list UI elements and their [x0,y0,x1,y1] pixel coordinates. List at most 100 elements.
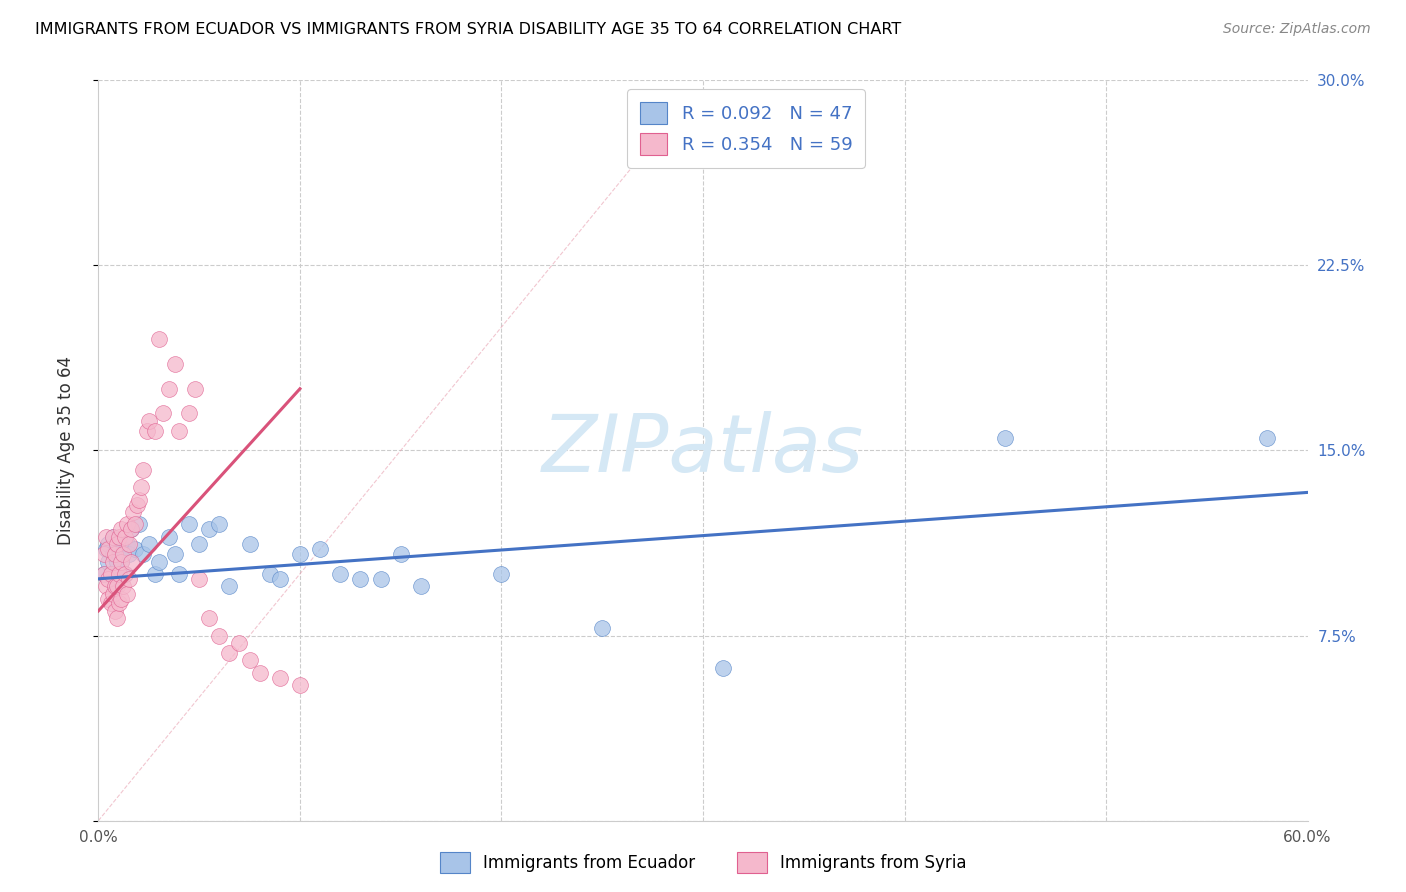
Point [97,555,120,569]
Point [120,523,142,537]
Point [103,604,125,618]
Point [107,597,129,611]
Point [370,572,392,586]
Point [118,537,141,551]
Point [591,621,613,635]
Point [269,572,291,586]
Point [188,537,211,551]
Y-axis label: Disability Age 35 to 64: Disability Age 35 to 64 [56,356,75,545]
Point [389,547,412,561]
Legend: Immigrants from Ecuador, Immigrants from Syria: Immigrants from Ecuador, Immigrants from… [433,846,973,880]
Point [93,566,115,581]
Point [249,665,271,680]
Point [128,492,150,507]
Point [103,579,125,593]
Point [198,611,221,625]
Text: Source: ZipAtlas.com: Source: ZipAtlas.com [1223,22,1371,37]
Point [107,566,129,581]
Point [239,653,262,667]
Point [93,566,115,581]
Point [138,414,160,428]
Point [111,579,134,593]
Point [188,572,211,586]
Point [111,542,134,557]
Point [143,424,166,438]
Point [198,523,221,537]
Point [97,572,120,586]
Point [96,579,118,593]
Point [100,566,122,581]
Point [114,530,136,544]
Point [110,555,132,569]
Point [167,424,190,438]
Point [114,566,136,581]
Point [97,591,120,606]
Point [115,537,138,551]
Point [105,611,128,625]
Point [115,586,138,600]
Point [132,547,155,561]
Point [107,566,129,581]
Point [179,517,201,532]
Point [184,382,207,396]
Point [208,517,231,532]
Point [96,530,118,544]
Point [143,566,166,581]
Point [97,542,120,557]
Point [167,566,190,581]
Point [152,407,174,421]
Point [1256,431,1278,445]
Point [163,547,186,561]
Legend: R = 0.092   N = 47, R = 0.354   N = 59: R = 0.092 N = 47, R = 0.354 N = 59 [627,89,865,168]
Point [101,555,124,569]
Point [111,547,134,561]
Point [409,579,432,593]
Point [218,646,240,660]
Point [121,505,143,519]
Point [115,517,138,532]
Point [148,332,170,346]
Point [269,671,291,685]
Point [208,628,231,642]
Point [179,407,201,421]
Point [100,566,122,581]
Point [107,530,129,544]
Point [110,555,132,569]
Point [97,537,120,551]
Point [288,547,311,561]
Point [114,566,136,581]
Point [125,498,148,512]
Point [711,660,734,674]
Point [288,678,311,692]
Point [124,542,146,557]
Point [491,566,513,581]
Point [218,579,240,593]
Point [105,555,128,569]
Point [96,542,118,557]
Point [101,530,124,544]
Point [157,382,180,396]
Point [129,480,152,494]
Point [120,555,142,569]
Point [100,597,122,611]
Point [101,586,124,600]
Point [105,537,128,551]
Point [138,537,160,551]
Point [349,572,371,586]
Point [105,579,128,593]
Point [163,357,186,371]
Text: ZIPatlas: ZIPatlas [541,411,865,490]
Point [101,547,124,561]
Point [110,523,132,537]
Point [135,424,157,438]
Point [103,579,125,593]
Point [329,566,352,581]
Point [118,547,141,561]
Point [93,547,115,561]
Point [118,572,141,586]
Text: IMMIGRANTS FROM ECUADOR VS IMMIGRANTS FROM SYRIA DISABILITY AGE 35 TO 64 CORRELA: IMMIGRANTS FROM ECUADOR VS IMMIGRANTS FR… [35,22,901,37]
Point [228,636,250,650]
Point [994,431,1017,445]
Point [132,463,155,477]
Point [120,523,142,537]
